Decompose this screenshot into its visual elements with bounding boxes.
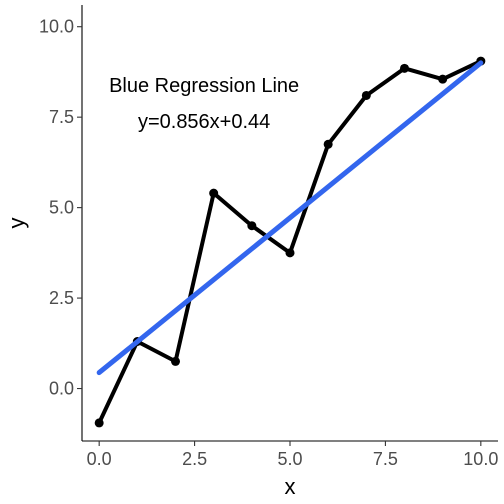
y-tick-label: 10.0 xyxy=(39,17,74,37)
x-tick-label: 5.0 xyxy=(277,449,302,469)
y-axis-title: y xyxy=(4,218,29,229)
data-point xyxy=(285,248,295,258)
text-layer: x y Blue Regression Line y=0.856x+0.44 xyxy=(4,75,299,499)
data-point xyxy=(361,90,371,100)
data-point xyxy=(399,63,409,73)
x-tick-label: 10.0 xyxy=(463,449,498,469)
data-point xyxy=(438,74,448,84)
y-tick-label: 2.5 xyxy=(49,288,74,308)
data-point xyxy=(323,139,333,149)
x-tick-label: 7.5 xyxy=(373,449,398,469)
y-tick-label: 7.5 xyxy=(49,107,74,127)
data-point xyxy=(94,418,104,428)
data-layer xyxy=(94,56,486,428)
x-axis-title: x xyxy=(285,474,296,499)
data-point xyxy=(171,356,181,366)
regression-line xyxy=(96,60,484,376)
regression-annotation-title: Blue Regression Line xyxy=(109,75,299,97)
axes-layer: 0.0 2.5 5.0 7.5 10.0 0.0 2.5 5.0 7.5 10.0 xyxy=(39,5,498,469)
data-point xyxy=(209,188,219,198)
regression-equation: y=0.856x+0.44 xyxy=(138,111,270,133)
data-point xyxy=(247,221,257,231)
y-tick-label: 5.0 xyxy=(49,198,74,218)
x-tick-label: 2.5 xyxy=(182,449,207,469)
x-tick-label: 0.0 xyxy=(87,449,112,469)
y-tick-label: 0.0 xyxy=(49,379,74,399)
